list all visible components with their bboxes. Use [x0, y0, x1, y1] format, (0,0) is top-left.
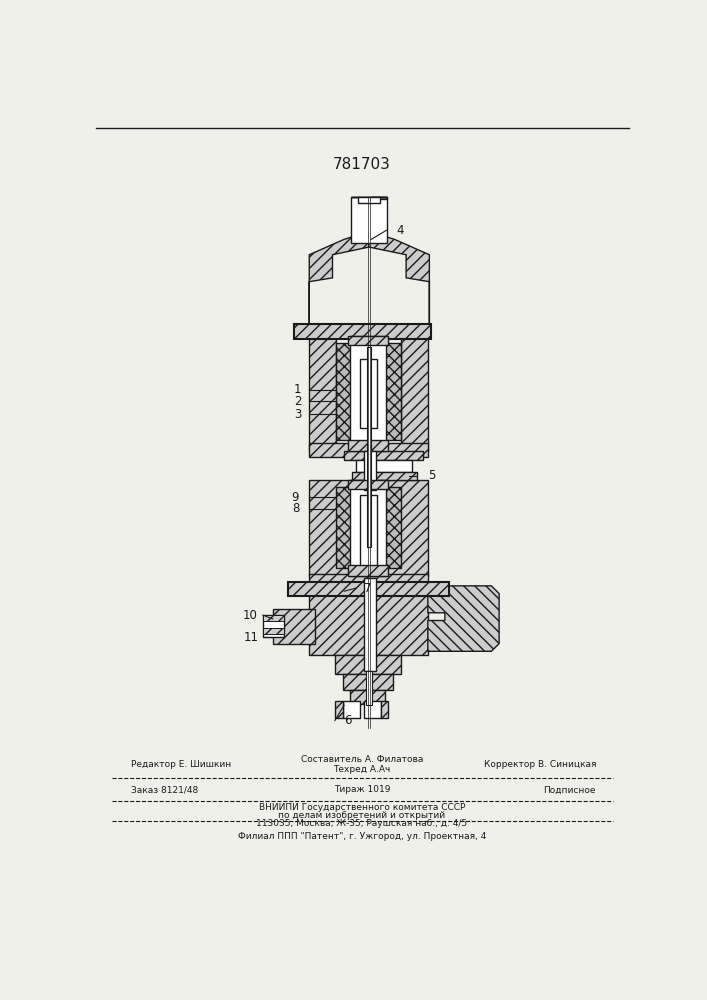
Text: 4: 4 [397, 224, 404, 237]
Polygon shape [309, 232, 369, 336]
Text: ВНИИПИ Государственного комитета СССР: ВНИИПИ Государственного комитета СССР [259, 803, 465, 812]
Polygon shape [293, 324, 431, 339]
Polygon shape [348, 565, 388, 576]
Polygon shape [263, 628, 284, 634]
Text: 5: 5 [428, 469, 436, 482]
Polygon shape [360, 359, 377, 428]
Polygon shape [352, 472, 417, 480]
Text: 3: 3 [294, 408, 301, 421]
Polygon shape [351, 336, 386, 450]
Polygon shape [360, 495, 377, 568]
Text: 2: 2 [294, 395, 301, 408]
Polygon shape [351, 197, 387, 243]
Polygon shape [369, 232, 429, 336]
Polygon shape [363, 701, 380, 718]
Polygon shape [337, 343, 361, 440]
Polygon shape [309, 586, 370, 655]
Text: Корректор В. Синицкая: Корректор В. Синицкая [484, 760, 596, 769]
Polygon shape [343, 701, 360, 718]
Polygon shape [428, 586, 499, 651]
Polygon shape [309, 574, 428, 587]
Text: Тираж 1019: Тираж 1019 [334, 785, 390, 794]
Polygon shape [351, 197, 387, 199]
Polygon shape [348, 480, 388, 489]
Polygon shape [263, 615, 284, 637]
Polygon shape [363, 578, 376, 671]
Polygon shape [351, 480, 386, 576]
Polygon shape [366, 671, 372, 705]
Polygon shape [367, 347, 371, 547]
Polygon shape [335, 701, 343, 718]
Polygon shape [401, 336, 428, 451]
Polygon shape [380, 701, 388, 718]
Text: 6: 6 [344, 714, 351, 727]
Text: 113035, Москва, Ж-35, Раушская наб., д. 4/5: 113035, Москва, Ж-35, Раушская наб., д. … [257, 819, 467, 828]
Text: Филиал ППП "Патент", г. Ужгород, ул. Проектная, 4: Филиал ППП "Патент", г. Ужгород, ул. Про… [238, 832, 486, 841]
Text: 11: 11 [244, 631, 259, 644]
Polygon shape [376, 487, 401, 568]
Polygon shape [351, 690, 385, 704]
Polygon shape [356, 460, 411, 472]
Polygon shape [337, 487, 361, 568]
Polygon shape [348, 440, 388, 451]
Text: 781703: 781703 [333, 157, 391, 172]
Polygon shape [344, 451, 423, 460]
Text: 10: 10 [243, 609, 257, 622]
Polygon shape [368, 586, 428, 655]
Text: 9: 9 [292, 491, 299, 504]
Polygon shape [363, 451, 376, 490]
Polygon shape [348, 336, 388, 345]
Polygon shape [273, 609, 315, 644]
Polygon shape [343, 674, 393, 690]
Polygon shape [309, 480, 428, 576]
Text: 8: 8 [292, 502, 299, 515]
Polygon shape [335, 655, 401, 674]
Polygon shape [288, 582, 449, 596]
Text: 1: 1 [294, 383, 301, 396]
Text: Составитель А. Филатова: Составитель А. Филатова [300, 755, 423, 764]
Text: Заказ 8121/48: Заказ 8121/48 [131, 785, 198, 794]
Text: по делам изобретений и открытий: по делам изобретений и открытий [279, 811, 445, 820]
Text: Редактор Е. Шишкин: Редактор Е. Шишкин [131, 760, 231, 769]
Polygon shape [358, 197, 380, 203]
Text: 7: 7 [363, 582, 371, 595]
Text: Подписное: Подписное [544, 785, 596, 794]
Polygon shape [263, 615, 284, 621]
Polygon shape [309, 443, 428, 457]
Polygon shape [376, 343, 401, 440]
Text: Техред А.Ач: Техред А.Ач [333, 765, 390, 774]
Polygon shape [309, 336, 337, 451]
